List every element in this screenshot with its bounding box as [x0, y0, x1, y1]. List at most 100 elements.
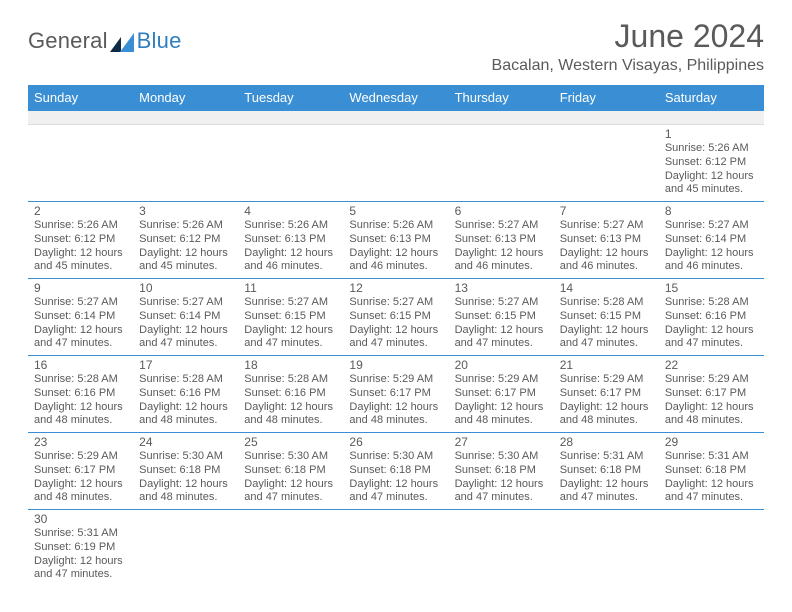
day-day1: Daylight: 12 hours: [34, 401, 127, 415]
day-number: 9: [34, 281, 127, 295]
day-number: 14: [560, 281, 653, 295]
day-sunrise: Sunrise: 5:30 AM: [455, 450, 548, 464]
day-day2: and 46 minutes.: [349, 260, 442, 274]
week-row: 23Sunrise: 5:29 AMSunset: 6:17 PMDayligh…: [28, 433, 764, 510]
day-day2: and 48 minutes.: [244, 414, 337, 428]
day-day2: and 48 minutes.: [560, 414, 653, 428]
day-day2: and 45 minutes.: [34, 260, 127, 274]
day-cell: 14Sunrise: 5:28 AMSunset: 6:15 PMDayligh…: [554, 279, 659, 355]
day-number: 7: [560, 204, 653, 218]
day-day2: and 47 minutes.: [665, 491, 758, 505]
day-day1: Daylight: 12 hours: [349, 324, 442, 338]
day-sunrise: Sunrise: 5:28 AM: [560, 296, 653, 310]
day-cell: 21Sunrise: 5:29 AMSunset: 6:17 PMDayligh…: [554, 356, 659, 432]
header-spacer: [28, 111, 764, 125]
week-row: 1Sunrise: 5:26 AMSunset: 6:12 PMDaylight…: [28, 125, 764, 202]
day-sunset: Sunset: 6:15 PM: [349, 310, 442, 324]
day-sunset: Sunset: 6:18 PM: [560, 464, 653, 478]
brand-sail-icon: [110, 30, 136, 52]
day-sunset: Sunset: 6:14 PM: [139, 310, 232, 324]
day-number: 18: [244, 358, 337, 372]
brand-part1: General: [28, 28, 108, 54]
day-cell: 20Sunrise: 5:29 AMSunset: 6:17 PMDayligh…: [449, 356, 554, 432]
day-sunset: Sunset: 6:16 PM: [665, 310, 758, 324]
day-sunset: Sunset: 6:15 PM: [244, 310, 337, 324]
day-sunrise: Sunrise: 5:27 AM: [244, 296, 337, 310]
day-day2: and 47 minutes.: [349, 491, 442, 505]
day-cell: 3Sunrise: 5:26 AMSunset: 6:12 PMDaylight…: [133, 202, 238, 278]
day-sunrise: Sunrise: 5:30 AM: [349, 450, 442, 464]
day-cell: 10Sunrise: 5:27 AMSunset: 6:14 PMDayligh…: [133, 279, 238, 355]
day-sunrise: Sunrise: 5:26 AM: [665, 142, 758, 156]
day-day1: Daylight: 12 hours: [349, 247, 442, 261]
day-day2: and 47 minutes.: [349, 337, 442, 351]
day-number: 30: [34, 512, 127, 526]
day-sunrise: Sunrise: 5:28 AM: [139, 373, 232, 387]
day-cell: 13Sunrise: 5:27 AMSunset: 6:15 PMDayligh…: [449, 279, 554, 355]
empty-cell: [343, 125, 448, 201]
day-day2: and 47 minutes.: [455, 337, 548, 351]
day-day1: Daylight: 12 hours: [34, 555, 127, 569]
day-number: 1: [665, 127, 758, 141]
day-number: 10: [139, 281, 232, 295]
day-sunset: Sunset: 6:15 PM: [455, 310, 548, 324]
day-day2: and 47 minutes.: [34, 337, 127, 351]
day-day1: Daylight: 12 hours: [139, 401, 232, 415]
calendar-page: General Blue June 2024 Bacalan, Western …: [0, 0, 792, 612]
empty-cell: [449, 125, 554, 201]
day-day1: Daylight: 12 hours: [560, 247, 653, 261]
day-day2: and 47 minutes.: [455, 491, 548, 505]
day-day1: Daylight: 12 hours: [560, 478, 653, 492]
day-sunrise: Sunrise: 5:28 AM: [244, 373, 337, 387]
week-row: 16Sunrise: 5:28 AMSunset: 6:16 PMDayligh…: [28, 356, 764, 433]
day-sunrise: Sunrise: 5:27 AM: [455, 296, 548, 310]
day-cell: 11Sunrise: 5:27 AMSunset: 6:15 PMDayligh…: [238, 279, 343, 355]
dayhead-sunday: Sunday: [28, 85, 133, 111]
day-day2: and 45 minutes.: [665, 183, 758, 197]
day-day2: and 48 minutes.: [139, 491, 232, 505]
week-row: 30Sunrise: 5:31 AMSunset: 6:19 PMDayligh…: [28, 510, 764, 586]
day-day1: Daylight: 12 hours: [34, 478, 127, 492]
day-sunset: Sunset: 6:13 PM: [560, 233, 653, 247]
day-day1: Daylight: 12 hours: [560, 324, 653, 338]
day-sunset: Sunset: 6:19 PM: [34, 541, 127, 555]
day-sunrise: Sunrise: 5:26 AM: [244, 219, 337, 233]
day-sunset: Sunset: 6:18 PM: [244, 464, 337, 478]
day-day1: Daylight: 12 hours: [665, 478, 758, 492]
day-sunset: Sunset: 6:17 PM: [455, 387, 548, 401]
day-day1: Daylight: 12 hours: [560, 401, 653, 415]
day-header-row: Sunday Monday Tuesday Wednesday Thursday…: [28, 85, 764, 111]
day-day1: Daylight: 12 hours: [455, 324, 548, 338]
day-cell: 29Sunrise: 5:31 AMSunset: 6:18 PMDayligh…: [659, 433, 764, 509]
day-cell: 6Sunrise: 5:27 AMSunset: 6:13 PMDaylight…: [449, 202, 554, 278]
empty-cell: [343, 510, 448, 586]
day-number: 6: [455, 204, 548, 218]
day-cell: 27Sunrise: 5:30 AMSunset: 6:18 PMDayligh…: [449, 433, 554, 509]
day-number: 13: [455, 281, 548, 295]
day-cell: 9Sunrise: 5:27 AMSunset: 6:14 PMDaylight…: [28, 279, 133, 355]
day-cell: 28Sunrise: 5:31 AMSunset: 6:18 PMDayligh…: [554, 433, 659, 509]
dayhead-saturday: Saturday: [659, 85, 764, 111]
day-day1: Daylight: 12 hours: [244, 324, 337, 338]
day-cell: 24Sunrise: 5:30 AMSunset: 6:18 PMDayligh…: [133, 433, 238, 509]
day-cell: 30Sunrise: 5:31 AMSunset: 6:19 PMDayligh…: [28, 510, 133, 586]
day-day1: Daylight: 12 hours: [455, 478, 548, 492]
empty-cell: [238, 510, 343, 586]
day-day1: Daylight: 12 hours: [665, 324, 758, 338]
day-number: 24: [139, 435, 232, 449]
day-number: 4: [244, 204, 337, 218]
day-day2: and 48 minutes.: [34, 491, 127, 505]
day-cell: 16Sunrise: 5:28 AMSunset: 6:16 PMDayligh…: [28, 356, 133, 432]
day-sunrise: Sunrise: 5:30 AM: [244, 450, 337, 464]
day-day2: and 47 minutes.: [665, 337, 758, 351]
day-sunset: Sunset: 6:17 PM: [665, 387, 758, 401]
day-sunrise: Sunrise: 5:29 AM: [665, 373, 758, 387]
day-cell: 1Sunrise: 5:26 AMSunset: 6:12 PMDaylight…: [659, 125, 764, 201]
day-number: 15: [665, 281, 758, 295]
day-number: 25: [244, 435, 337, 449]
day-cell: 4Sunrise: 5:26 AMSunset: 6:13 PMDaylight…: [238, 202, 343, 278]
day-day1: Daylight: 12 hours: [455, 401, 548, 415]
day-sunset: Sunset: 6:12 PM: [139, 233, 232, 247]
day-day2: and 47 minutes.: [560, 491, 653, 505]
empty-cell: [449, 510, 554, 586]
